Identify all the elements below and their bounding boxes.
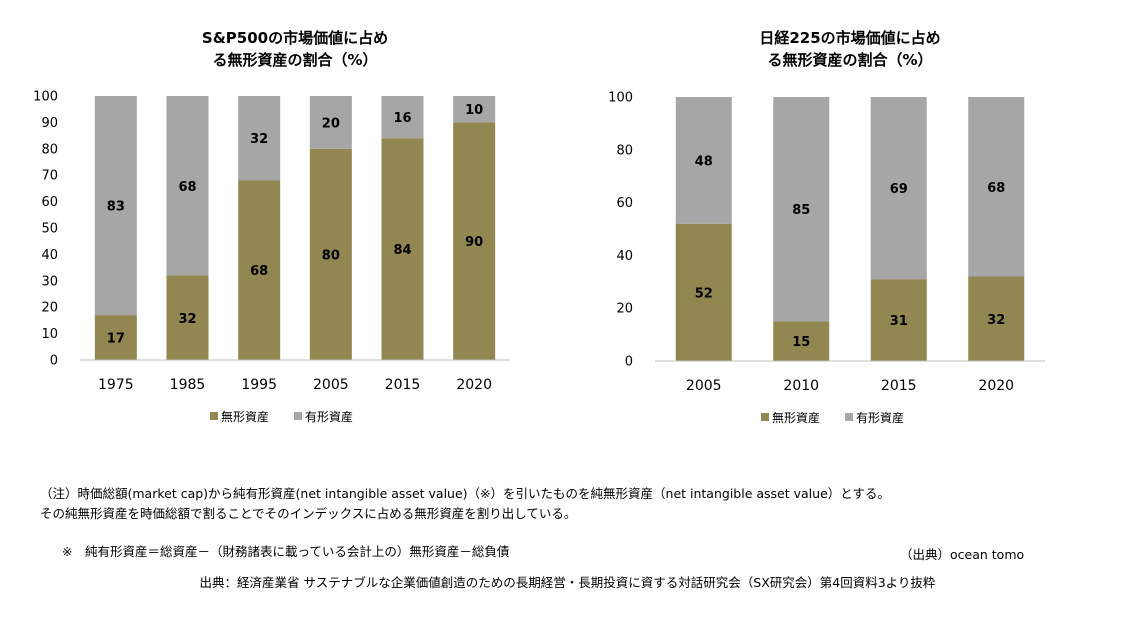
- sp500-bar-intangible-2015: [381, 138, 424, 360]
- nikkei225-bar-tangible-2005: [675, 97, 732, 224]
- nikkei225-y-tick-label: 0: [625, 355, 633, 370]
- sp500-y-tick-label: 60: [41, 195, 58, 210]
- nikkei225-legend-swatch-tangible: [845, 413, 853, 421]
- sp500-data-label: 83: [107, 200, 125, 215]
- nikkei225-data-label: 85: [792, 203, 810, 218]
- sp500-y-tick-label: 10: [41, 327, 58, 342]
- sp500-x-tick-label: 1975: [98, 377, 134, 393]
- sp500-x-tick-label: 2015: [385, 377, 421, 393]
- sp500-x-tick-label: 1995: [241, 377, 277, 393]
- nikkei225-y-tick-label: 80: [616, 143, 633, 158]
- nikkei225-legend-swatch-intangible: [761, 413, 769, 421]
- sp500-data-label: 16: [393, 111, 411, 126]
- sp500-bar-tangible-2015: [381, 96, 424, 139]
- nikkei225-data-label: 69: [890, 182, 908, 197]
- nikkei225-data-label: 31: [890, 314, 908, 329]
- nikkei225-data-label: 15: [792, 335, 810, 350]
- chart-title-nikkei225: 日経225の市場価値に占め る無形資産の割合（%）: [759, 29, 941, 69]
- nikkei225-legend-label: 無形資産: [772, 410, 820, 425]
- note-method: その純無形資産を時価総額で割ることでそのインデックスに占める無形資産を割り出して…: [40, 506, 577, 521]
- sp500-bar-intangible-2005: [309, 148, 352, 360]
- sp500-bar-tangible-1975: [94, 96, 137, 316]
- sp500-y-tick-label: 50: [41, 222, 58, 237]
- nikkei225-x-tick-label: 2005: [686, 378, 722, 394]
- note-credit: （出典）ocean tomo: [900, 547, 1025, 562]
- sp500-data-label: 32: [250, 132, 268, 147]
- sp500-data-label: 68: [178, 180, 196, 195]
- nikkei225-legend-label: 有形資産: [856, 410, 904, 425]
- sp500-y-tick-label: 30: [41, 274, 58, 289]
- sp500-data-label: 90: [465, 235, 483, 250]
- nikkei225-y-tick-label: 20: [616, 302, 633, 317]
- sp500-y-tick-label: 0: [50, 354, 58, 369]
- nikkei225-data-label: 52: [695, 286, 713, 301]
- sp500-y-tick-label: 20: [41, 301, 58, 316]
- sp500-bar-tangible-1995: [238, 96, 281, 181]
- nikkei225-data-label: 48: [695, 154, 713, 169]
- nikkei225-data-label: 68: [987, 181, 1005, 196]
- nikkei225-bar-intangible-2010: [773, 321, 830, 361]
- sp500-data-label: 20: [322, 116, 340, 131]
- sp500-legend-label: 有形資産: [305, 409, 353, 424]
- nikkei225-x-tick-label: 2010: [783, 378, 819, 394]
- sp500-y-tick-label: 70: [41, 169, 58, 184]
- sp500-data-label: 68: [250, 264, 268, 279]
- nikkei225-y-tick-label: 100: [608, 91, 633, 106]
- note-formula: ※ 純有形資産＝総資産－（財務諸表に載っている会計上の）無形資産－総負債: [62, 544, 510, 559]
- sp500-legend-swatch-tangible: [294, 412, 302, 420]
- nikkei225-y-tick-label: 60: [616, 196, 633, 211]
- nikkei225-y-tick-label: 40: [616, 249, 633, 264]
- sp500-y-tick-label: 90: [41, 116, 58, 131]
- sp500-x-tick-label: 2020: [456, 377, 492, 393]
- sp500-x-tick-label: 2005: [313, 377, 349, 393]
- sp500-y-tick-label: 100: [33, 90, 58, 105]
- sp500-data-label: 80: [322, 248, 340, 263]
- nikkei225-bar-tangible-2020: [968, 97, 1025, 277]
- nikkei225-x-tick-label: 2015: [881, 378, 917, 394]
- nikkei225-data-label: 32: [987, 313, 1005, 328]
- nikkei225-x-tick-label: 2020: [978, 378, 1014, 394]
- nikkei225-bar-tangible-2010: [773, 97, 830, 322]
- sp500-bar-tangible-1985: [166, 96, 209, 276]
- sp500-data-label: 10: [465, 103, 483, 118]
- note-definition: （注）時価総額(market cap)から純有形資産(net intangibl…: [40, 486, 890, 501]
- sp500-y-tick-label: 80: [41, 142, 58, 157]
- sp500-bar-intangible-1985: [166, 275, 209, 360]
- sp500-x-tick-label: 1985: [170, 377, 206, 393]
- sp500-y-tick-label: 40: [41, 248, 58, 263]
- sp500-data-label: 84: [393, 243, 411, 258]
- note-source: 出典：経済産業省 サステナブルな企業価値創造のための長期経営・長期投資に資する対…: [199, 575, 936, 590]
- sp500-data-label: 17: [107, 332, 125, 347]
- sp500-legend-swatch-intangible: [210, 412, 218, 420]
- sp500-bar-intangible-2020: [453, 122, 496, 361]
- chart-title-sp500: S&P500の市場価値に占め る無形資産の割合（%）: [201, 29, 389, 69]
- nikkei225-bar-intangible-2020: [968, 276, 1025, 361]
- sp500-bar-intangible-1975: [94, 315, 137, 360]
- nikkei225-bar-intangible-2015: [870, 279, 927, 361]
- nikkei225-bar-intangible-2005: [675, 223, 732, 361]
- sp500-bar-tangible-2005: [309, 96, 352, 149]
- nikkei225-bar-tangible-2015: [870, 97, 927, 280]
- sp500-bar-tangible-2020: [453, 96, 496, 123]
- sp500-bar-intangible-1995: [238, 180, 281, 360]
- sp500-data-label: 32: [178, 312, 196, 327]
- sp500-legend-label: 無形資産: [221, 409, 269, 424]
